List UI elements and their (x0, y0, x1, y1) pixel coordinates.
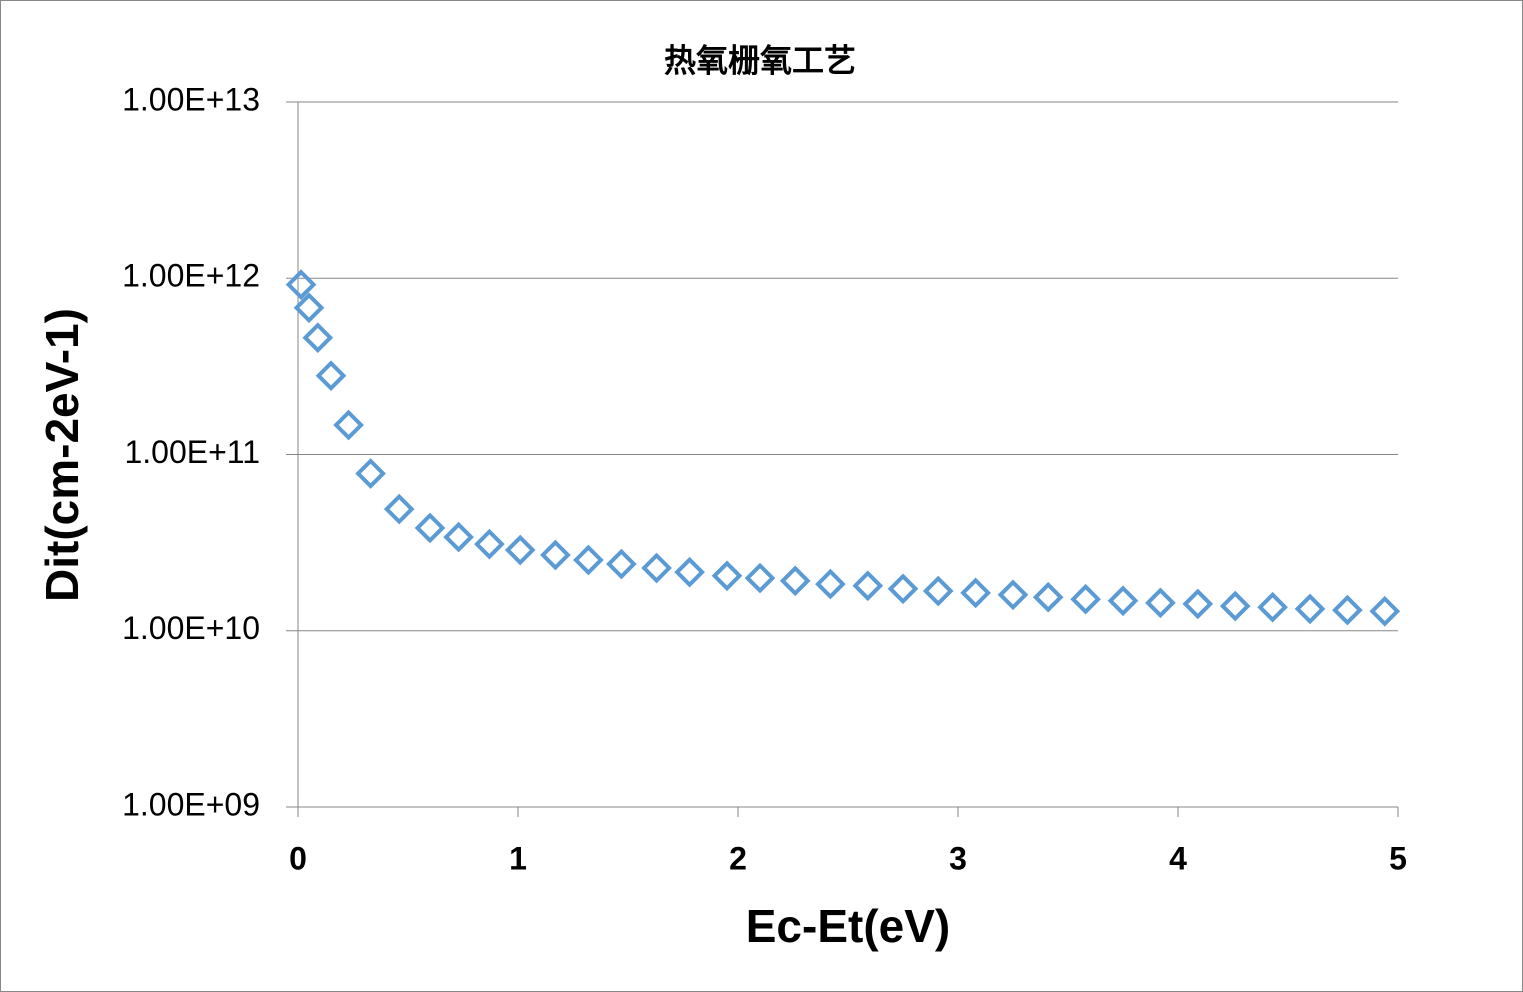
y-tick-label: 1.00E+09 (122, 786, 260, 822)
data-point (285, 269, 317, 300)
data-point (1182, 588, 1214, 620)
y-tick-label: 1.00E+10 (122, 610, 260, 646)
y-tick-label: 1.00E+12 (122, 258, 260, 294)
y-tick-label: 1.00E+11 (124, 434, 260, 470)
x-tick-label: 2 (729, 840, 747, 876)
data-point (852, 570, 884, 602)
data-point (815, 568, 846, 600)
data-point (779, 565, 811, 597)
data-point (1257, 591, 1288, 623)
data-point (1032, 581, 1064, 613)
data-point (1219, 590, 1251, 622)
data-point (573, 544, 604, 576)
y-tick-label: 1.00E+13 (122, 81, 260, 117)
data-point (997, 579, 1029, 611)
data-point (1145, 587, 1176, 619)
data-point (414, 512, 446, 544)
data-point (383, 493, 415, 525)
data-point (674, 556, 705, 588)
x-axis-title: Ec-Et(eV) (746, 900, 950, 952)
data-point (960, 577, 991, 609)
data-point (315, 360, 347, 392)
data-point (474, 528, 505, 560)
data-point (1369, 595, 1401, 627)
data-point (1294, 593, 1326, 625)
x-tick-label: 3 (949, 840, 967, 876)
y-axis-title: Dit(cm-2eV-1) (36, 308, 88, 602)
chart-title: 热氧栅氧工艺 (664, 42, 856, 78)
data-point (606, 548, 637, 580)
x-tick-label: 5 (1389, 840, 1407, 876)
data-point (355, 458, 386, 489)
data-point (711, 560, 743, 592)
data-point (1107, 585, 1139, 617)
data-point (1332, 594, 1363, 626)
data-point (302, 322, 334, 354)
x-tick-label: 1 (509, 840, 527, 876)
data-point (922, 575, 954, 607)
data-point (641, 552, 672, 584)
data-point (504, 534, 536, 566)
data-point (333, 409, 364, 441)
data-point (293, 292, 325, 324)
data-point (1070, 583, 1101, 615)
data-point (540, 539, 571, 571)
x-tick-label: 0 (289, 840, 307, 876)
data-point (887, 573, 919, 605)
data-point (443, 521, 474, 553)
x-tick-label: 4 (1169, 840, 1187, 876)
data-point (744, 562, 776, 594)
